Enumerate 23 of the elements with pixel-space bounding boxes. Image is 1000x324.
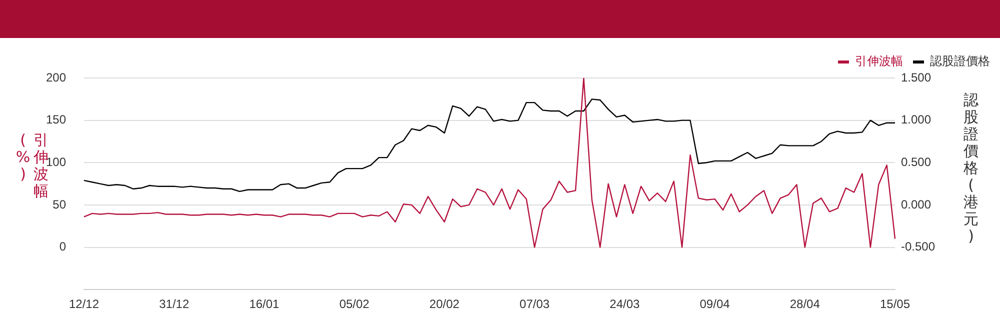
y2-tick-label: 1.500 [901,70,932,84]
legend-label: 引伸波幅 [855,54,903,68]
x-tick-label: 24/03 [610,297,640,312]
y-tick-label: 50 [52,197,66,212]
x-tick-label: 07/03 [520,297,550,312]
legend-label: 認股證價格 [930,54,990,68]
x-tick-label: 16/01 [249,297,280,312]
y-tick-label: 200 [46,70,66,84]
y2-tick-label: -0.500 [901,240,936,254]
x-tick-label: 15/05 [880,297,910,312]
y2-tick-label: 0.000 [901,197,932,212]
text: 認股證價格(港元) [964,91,978,245]
y2-tick-label: 1.000 [901,112,932,127]
x-tick-label: 05/02 [339,297,370,312]
y-tick-label: 150 [46,112,66,127]
x-tick-label: 20/02 [429,297,460,312]
x-tick-label: 31/12 [159,297,190,312]
x-tick-label: 09/04 [700,297,730,312]
y-tick-label: 0 [59,240,66,254]
x-tick-label: 12/12 [68,297,100,312]
text: 引伸波幅(%) [16,131,48,200]
y2-tick-label: 0.500 [901,154,932,169]
x-tick-label: 28/04 [790,297,820,312]
